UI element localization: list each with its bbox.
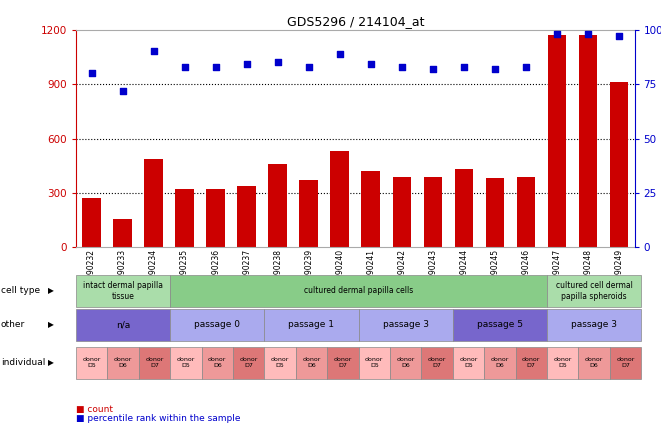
Text: passage 1: passage 1 — [288, 320, 334, 329]
Point — [241, 61, 252, 68]
Text: donor
D6: donor D6 — [302, 357, 321, 368]
Point — [614, 33, 625, 39]
Bar — [237, 186, 256, 247]
Bar — [144, 159, 163, 247]
Text: ■ percentile rank within the sample: ■ percentile rank within the sample — [76, 414, 241, 423]
Point — [334, 50, 345, 57]
Text: ▶: ▶ — [48, 286, 54, 295]
Bar — [609, 82, 629, 247]
Bar — [113, 219, 132, 247]
Text: cultured cell dermal
papilla spheroids: cultured cell dermal papilla spheroids — [556, 281, 633, 300]
Point — [86, 70, 97, 77]
Text: donor
D7: donor D7 — [616, 357, 635, 368]
Text: donor
D5: donor D5 — [271, 357, 290, 368]
Bar — [206, 190, 225, 247]
Text: donor
D6: donor D6 — [397, 357, 415, 368]
Text: passage 0: passage 0 — [194, 320, 241, 329]
Text: donor
D6: donor D6 — [490, 357, 509, 368]
Title: GDS5296 / 214104_at: GDS5296 / 214104_at — [286, 16, 424, 28]
Text: donor
D6: donor D6 — [208, 357, 227, 368]
Text: donor
D7: donor D7 — [239, 357, 258, 368]
Point — [210, 63, 221, 70]
Text: donor
D7: donor D7 — [145, 357, 164, 368]
Bar — [548, 35, 566, 247]
Text: donor
D5: donor D5 — [459, 357, 478, 368]
Bar — [268, 164, 287, 247]
Text: donor
D5: donor D5 — [365, 357, 383, 368]
Point — [459, 63, 469, 70]
Point — [397, 63, 407, 70]
Point — [552, 30, 563, 37]
Bar — [424, 177, 442, 247]
Bar — [175, 190, 194, 247]
Text: cell type: cell type — [1, 286, 40, 295]
Point — [366, 61, 376, 68]
Bar — [82, 198, 101, 247]
Text: other: other — [1, 320, 25, 329]
Text: donor
D6: donor D6 — [585, 357, 603, 368]
Text: cultured dermal papilla cells: cultured dermal papilla cells — [304, 286, 413, 295]
Text: intact dermal papilla
tissue: intact dermal papilla tissue — [83, 281, 163, 300]
Bar — [299, 180, 318, 247]
Bar — [486, 179, 504, 247]
Text: donor
D7: donor D7 — [522, 357, 541, 368]
Bar — [517, 177, 535, 247]
Point — [117, 87, 128, 94]
Bar — [362, 171, 380, 247]
Text: ■ count: ■ count — [76, 405, 113, 414]
Text: n/a: n/a — [116, 320, 130, 329]
Text: passage 5: passage 5 — [477, 320, 523, 329]
Bar — [579, 35, 598, 247]
Point — [272, 59, 283, 66]
Text: donor
D6: donor D6 — [114, 357, 132, 368]
Bar — [455, 169, 473, 247]
Text: donor
D7: donor D7 — [334, 357, 352, 368]
Text: passage 3: passage 3 — [383, 320, 429, 329]
Bar — [393, 177, 411, 247]
Text: donor
D5: donor D5 — [553, 357, 572, 368]
Text: individual: individual — [1, 358, 45, 367]
Point — [179, 63, 190, 70]
Text: donor
D5: donor D5 — [176, 357, 195, 368]
Text: donor
D7: donor D7 — [428, 357, 446, 368]
Point — [521, 63, 531, 70]
Point — [303, 63, 314, 70]
Point — [148, 48, 159, 55]
Bar — [330, 151, 349, 247]
Point — [428, 66, 438, 72]
Point — [490, 66, 500, 72]
Text: ▶: ▶ — [48, 358, 54, 367]
Text: passage 3: passage 3 — [571, 320, 617, 329]
Point — [583, 30, 594, 37]
Text: donor
D5: donor D5 — [83, 357, 101, 368]
Text: ▶: ▶ — [48, 320, 54, 329]
